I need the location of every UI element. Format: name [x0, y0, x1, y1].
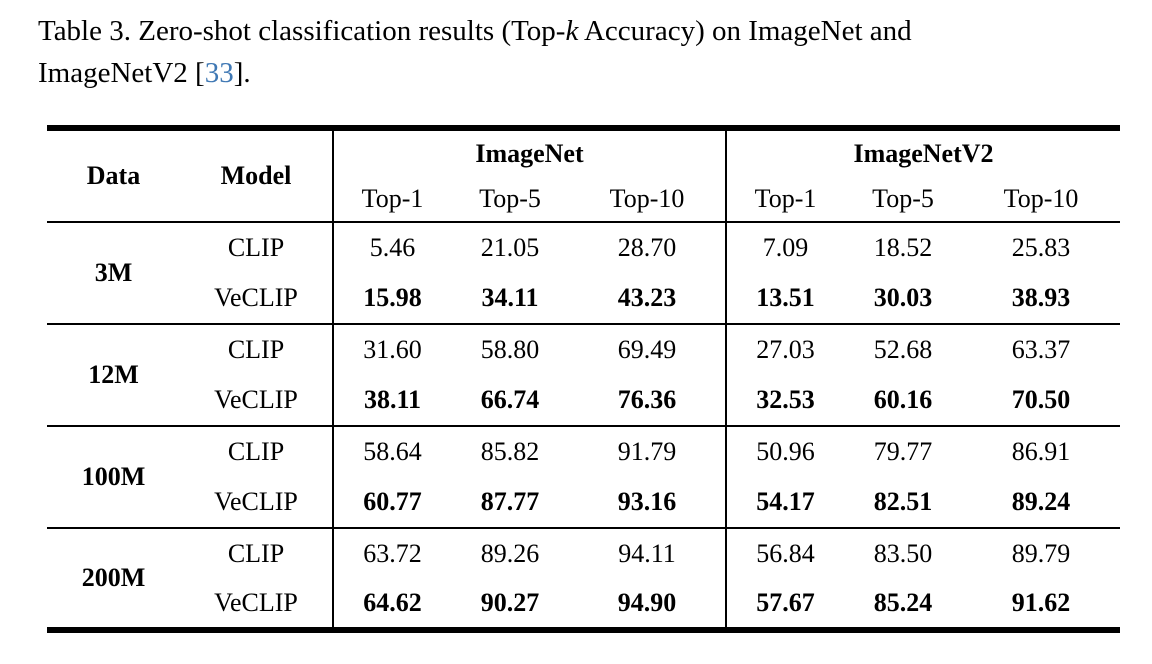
model-cell: CLIP — [227, 539, 285, 568]
data-cell: 5.46 — [332, 222, 451, 273]
model-cell: CLIP — [227, 335, 285, 364]
data-cell: 30.03 — [844, 273, 962, 325]
data-cell: 85.24 — [873, 588, 933, 617]
data-cell: 54.17 — [725, 477, 844, 529]
subheader-top10: Top-10 — [569, 177, 726, 223]
table-row: 12M CLIP 31.60 58.80 69.49 27.03 52.68 6… — [47, 324, 1120, 427]
group-header-imagenetv2: ImageNetV2 — [724, 128, 1121, 177]
data-cell: 87.77 — [451, 477, 569, 529]
data-cell: 52.68 — [873, 335, 933, 364]
data-cell: 91.79 — [617, 437, 677, 466]
data-cell: 32.53 — [725, 375, 844, 427]
data-cell: 93.16 — [569, 477, 726, 529]
subheader-top10: Top-10 — [962, 177, 1121, 223]
caption-math-k: k — [565, 15, 579, 47]
model-cell: VeCLIP — [180, 375, 333, 427]
subheader-top1: Top-1 — [725, 177, 844, 223]
col-header-data: Data — [47, 128, 180, 223]
size-cell: 100M — [47, 426, 180, 529]
data-cell: 70.50 — [962, 375, 1121, 427]
size-cell: 12M — [47, 324, 180, 427]
data-cell: 18.52 — [873, 233, 933, 262]
caption-line-1: Table 3. Zero-shot classification result… — [38, 10, 1133, 52]
data-cell: 94.11 — [618, 539, 676, 568]
size-cell: 200M — [81, 563, 146, 592]
data-cell: 28.70 — [617, 233, 677, 262]
data-cell: 85.82 — [480, 437, 540, 466]
caption-text: ImageNetV2 [ — [38, 57, 205, 89]
data-cell: 79.77 — [873, 437, 933, 466]
data-cell: 27.03 — [725, 324, 844, 375]
table-row: 3M CLIP 5.46 21.05 28.70 7.09 18.52 25.8… — [47, 222, 1120, 325]
table-row: 200M CLIP 63.72 89.26 94.11 56.84 83.50 … — [47, 528, 1120, 592]
model-cell: VeCLIP — [180, 477, 333, 529]
data-cell: 31.60 — [332, 324, 451, 375]
data-cell: 66.74 — [451, 375, 569, 427]
caption-text: Table 3. Zero-shot classification result… — [38, 15, 566, 47]
data-cell: 89.79 — [1011, 539, 1071, 568]
data-cell: 25.83 — [1011, 233, 1071, 262]
data-cell: 63.72 — [332, 528, 451, 579]
data-cell: 91.62 — [1011, 588, 1071, 617]
data-cell: 83.50 — [873, 539, 933, 568]
data-cell: 58.80 — [480, 335, 540, 364]
data-cell: 38.93 — [962, 273, 1121, 325]
data-cell: 50.96 — [725, 426, 844, 477]
data-cell: 86.91 — [1011, 437, 1071, 466]
caption-text: ]. — [233, 57, 251, 89]
data-cell: 38.11 — [332, 375, 451, 427]
table-row: VeCLIP 38.11 66.74 76.36 32.53 60.16 70.… — [47, 375, 1121, 427]
subheader-top5: Top-5 — [451, 177, 569, 223]
data-cell: 7.09 — [725, 222, 844, 273]
model-cell: CLIP — [227, 437, 285, 466]
data-cell: 57.67 — [725, 579, 844, 630]
data-cell: 63.37 — [1011, 335, 1071, 364]
subheader-top1: Top-1 — [332, 177, 451, 223]
data-cell: 64.62 — [332, 579, 451, 630]
data-cell: 58.64 — [332, 426, 451, 477]
subheader-top5: Top-5 — [844, 177, 962, 223]
table-row: 100M CLIP 58.64 85.82 91.79 50.96 79.77 … — [47, 426, 1120, 529]
data-cell: 15.98 — [332, 273, 451, 325]
data-cell: 34.11 — [451, 273, 569, 325]
data-cell: 82.51 — [844, 477, 962, 529]
data-cell: 90.27 — [480, 588, 540, 617]
caption-line-2: ImageNetV2 [33]. — [38, 52, 1133, 94]
caption-text: Accuracy) on ImageNet and — [578, 15, 912, 47]
data-cell: 60.77 — [332, 477, 451, 529]
model-cell: VeCLIP — [214, 588, 298, 617]
data-cell: 56.84 — [725, 528, 844, 579]
data-cell: 69.49 — [617, 335, 677, 364]
data-cell: 60.16 — [844, 375, 962, 427]
data-cell: 13.51 — [725, 273, 844, 325]
data-cell: 76.36 — [569, 375, 726, 427]
model-cell: CLIP — [227, 233, 285, 262]
col-header-model: Model — [180, 128, 333, 223]
size-cell: 3M — [47, 222, 180, 325]
data-cell: 21.05 — [480, 233, 540, 262]
data-cell: 89.24 — [962, 477, 1121, 529]
model-cell: VeCLIP — [180, 273, 333, 325]
data-cell: 89.26 — [480, 539, 540, 568]
data-cell: 94.90 — [617, 588, 677, 617]
group-header-imagenet: ImageNet — [332, 128, 726, 177]
data-cell: 43.23 — [569, 273, 726, 325]
table-row: VeCLIP 64.62 90.27 94.90 57.67 85.24 91.… — [47, 579, 1120, 630]
table-caption: Table 3. Zero-shot classification result… — [38, 10, 1133, 94]
table-row: VeCLIP 60.77 87.77 93.16 54.17 82.51 89.… — [47, 477, 1121, 529]
citation-link[interactable]: 33 — [204, 57, 234, 89]
results-table: Data Model ImageNet ImageNetV2 Top-1 Top… — [47, 125, 1121, 633]
table-row: VeCLIP 15.98 34.11 43.23 13.51 30.03 38.… — [47, 273, 1121, 325]
